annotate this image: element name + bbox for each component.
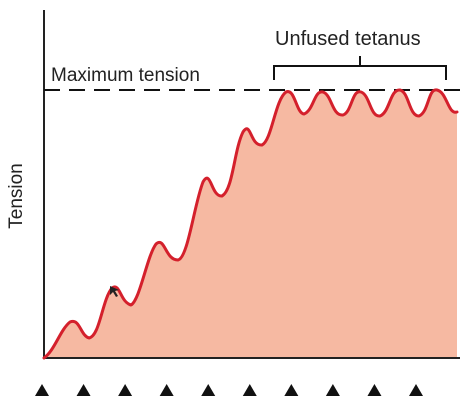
stimulus-marker xyxy=(242,384,257,396)
stimulus-marker xyxy=(409,384,423,396)
stimulus-marker xyxy=(118,384,133,396)
tension-curve-line xyxy=(42,88,459,360)
stimulus-marker xyxy=(201,384,216,396)
unfused-tetanus-label: Unfused tetanus xyxy=(275,28,421,50)
stimulus-marker xyxy=(367,384,382,396)
stimulus-markers xyxy=(35,384,423,396)
maximum-tension-label: Maximum tension xyxy=(51,65,200,86)
stimulus-marker xyxy=(284,384,299,396)
tension-area-fill xyxy=(44,89,457,359)
stimulus-marker xyxy=(159,384,174,396)
stimulus-marker xyxy=(76,384,91,396)
stimulus-marker xyxy=(35,384,49,396)
pointer-mark xyxy=(110,286,119,297)
stimulus-marker xyxy=(325,384,340,396)
unfused-tetanus-bracket xyxy=(273,56,447,80)
y-axis-label: Tension xyxy=(6,163,27,229)
